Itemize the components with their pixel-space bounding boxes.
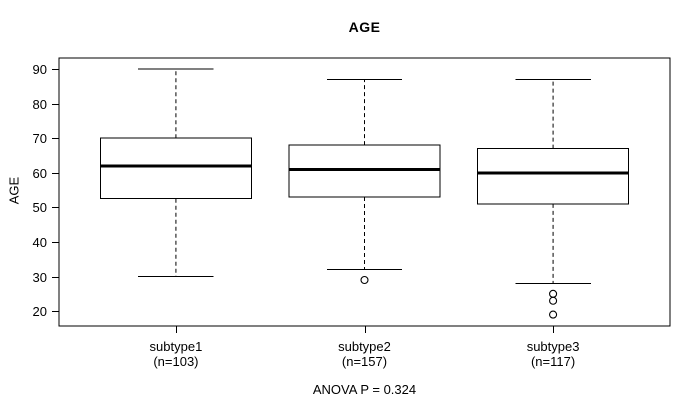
iqr-box-subtype3 — [477, 148, 630, 205]
outlier-point-subtype2 — [360, 275, 369, 285]
category-label-subtype3: subtype3 — [527, 339, 580, 354]
category-label-subtype1: subtype1 — [150, 339, 203, 354]
category-sublabel-subtype2: (n=157) — [342, 354, 387, 369]
category-sublabel-subtype3: (n=117) — [531, 354, 575, 369]
y-tick-label: 70 — [33, 131, 47, 146]
category-sublabel-subtype1: (n=103) — [153, 354, 198, 369]
outlier-point-subtype3 — [549, 296, 558, 305]
y-tick-label: 50 — [33, 200, 47, 215]
iqr-box-subtype2 — [288, 144, 441, 198]
plot-frame — [58, 57, 671, 327]
outlier-point-subtype3 — [549, 310, 558, 319]
y-tick-label: 60 — [33, 166, 47, 181]
anova-p-value: ANOVA P = 0.324 — [312, 382, 417, 397]
y-tick-label: 30 — [33, 270, 47, 285]
chart-title: AGE — [348, 19, 381, 35]
y-tick-label: 90 — [33, 62, 47, 77]
y-tick-label: 20 — [33, 304, 47, 319]
iqr-box-subtype1 — [99, 137, 252, 200]
y-tick-label: 80 — [33, 97, 47, 112]
y-tick-label: 40 — [33, 235, 47, 250]
outlier-point-subtype3 — [549, 289, 558, 298]
category-label-subtype2: subtype2 — [338, 339, 391, 354]
